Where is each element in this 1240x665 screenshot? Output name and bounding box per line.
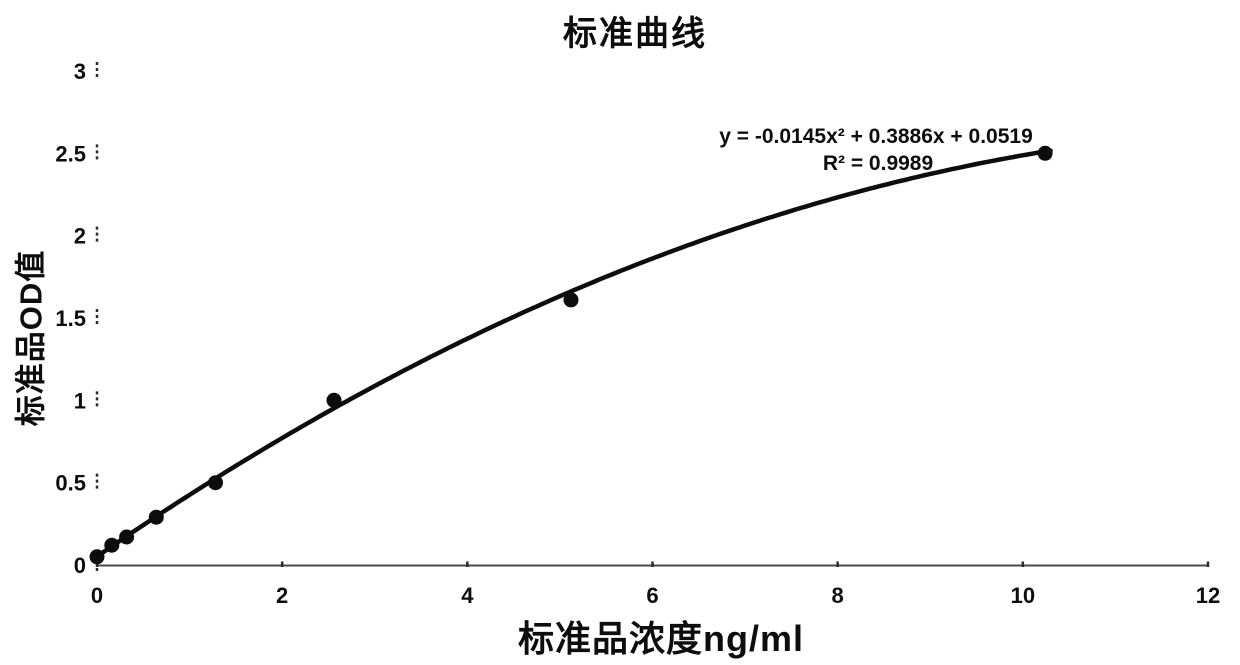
data-point xyxy=(104,537,120,553)
y-tick-label: 1.5 xyxy=(55,306,86,331)
x-axis-title: 标准品浓度ng/ml xyxy=(518,618,804,659)
data-point xyxy=(563,292,579,308)
y-tick-label: 3 xyxy=(74,59,86,84)
y-tick-label: 2.5 xyxy=(55,141,86,166)
x-tick-label: 2 xyxy=(276,583,288,608)
x-tick-label: 6 xyxy=(646,583,658,608)
x-tick-label: 10 xyxy=(1011,583,1035,608)
y-tick-label: 0.5 xyxy=(55,471,86,496)
x-tick-label: 0 xyxy=(91,583,103,608)
data-point xyxy=(119,529,135,545)
y-tick-label: 1 xyxy=(74,388,86,413)
y-tick-label: 0 xyxy=(74,553,86,578)
data-point xyxy=(208,475,223,491)
data-point xyxy=(89,549,105,565)
chart-title: 标准曲线 xyxy=(563,15,707,53)
x-tick-label: 4 xyxy=(461,583,474,608)
x-tick-label: 8 xyxy=(832,583,844,608)
y-tick-label: 2 xyxy=(74,224,86,249)
trendline-equation: y = -0.0145x² + 0.3886x + 0.0519 xyxy=(719,125,1033,148)
trendline-curve xyxy=(94,148,1053,559)
data-point xyxy=(148,509,164,525)
r-squared-value: R² = 0.9989 xyxy=(822,152,934,175)
data-point xyxy=(1037,145,1053,161)
y-axis-title: 标准品OD值 xyxy=(13,249,49,427)
data-point xyxy=(326,392,342,408)
x-tick-label: 12 xyxy=(1196,583,1220,608)
